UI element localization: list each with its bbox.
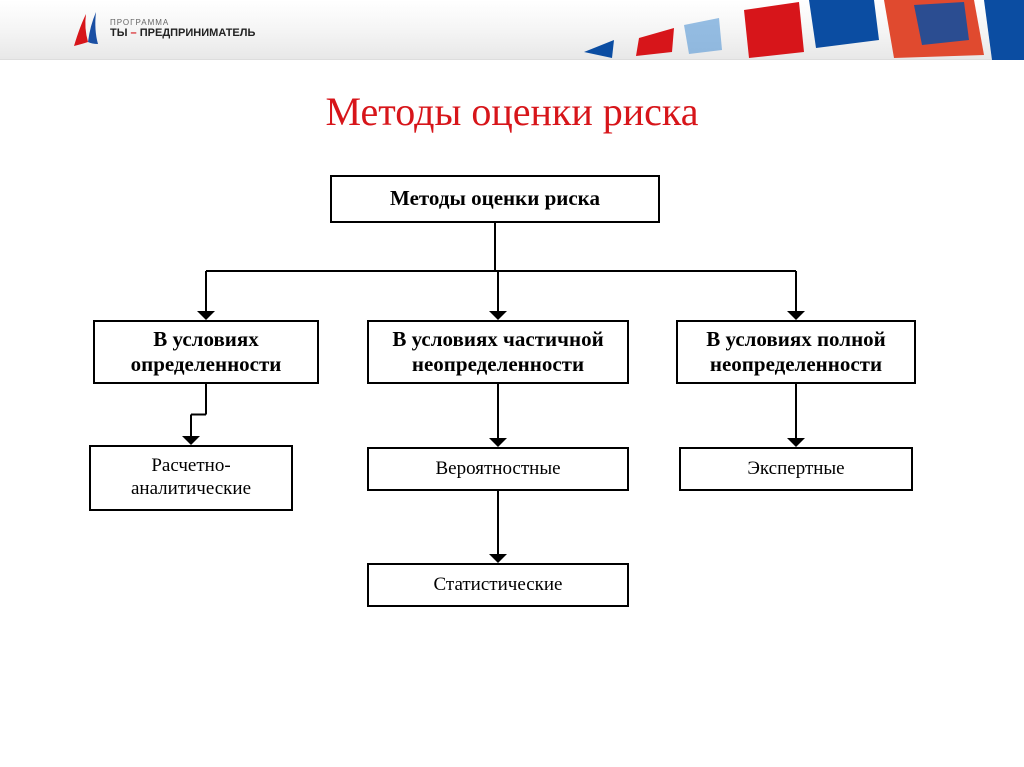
page-title: Методы оценки риска <box>0 88 1024 135</box>
node-n2a: Вероятностные <box>367 447 629 491</box>
logo-line1: ПРОГРАММА <box>110 18 255 28</box>
node-n1: В условиях определенности <box>93 320 319 384</box>
logo-line2a: ТЫ <box>110 27 128 39</box>
logo-line2b: ПРЕДПРИНИМАТЕЛЬ <box>140 27 256 39</box>
node-n1a: Расчетно-аналитические <box>89 445 293 511</box>
logo: ПРОГРАММА ТЫ – ПРЕДПРИНИМАТЕЛЬ <box>70 8 255 50</box>
header-decoration <box>544 0 1024 60</box>
node-n3a: Экспертные <box>679 447 913 491</box>
flowchart: Методы оценки риска В условиях определенн… <box>0 145 1024 725</box>
node-n2: В условиях частичной неопределенности <box>367 320 629 384</box>
node-n3: В условиях полной неопределенности <box>676 320 916 384</box>
logo-text: ПРОГРАММА ТЫ – ПРЕДПРИНИМАТЕЛЬ <box>110 18 255 41</box>
node-n2b: Статистические <box>367 563 629 607</box>
node-root: Методы оценки риска <box>330 175 660 223</box>
logo-icon <box>70 8 102 50</box>
connectors <box>0 145 1024 725</box>
header-banner: ПРОГРАММА ТЫ – ПРЕДПРИНИМАТЕЛЬ <box>0 0 1024 60</box>
